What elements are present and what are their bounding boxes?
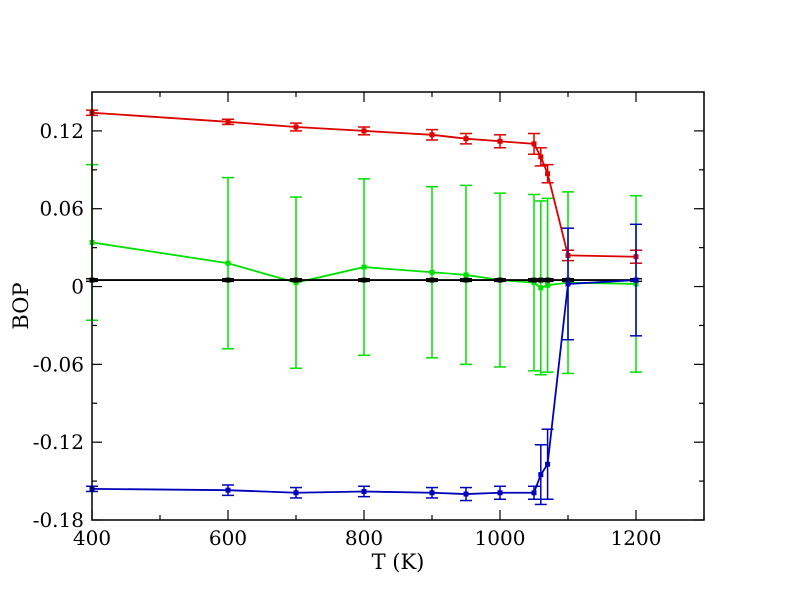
data-point — [633, 277, 639, 283]
x-tick-label: 800 — [345, 526, 383, 550]
data-point — [538, 285, 544, 291]
series-line — [91, 279, 637, 495]
x-tick-label: 600 — [209, 526, 247, 550]
data-point — [463, 272, 469, 278]
data-point — [293, 490, 299, 496]
y-tick-label: -0.12 — [33, 430, 84, 454]
series-2 — [86, 109, 642, 264]
data-point — [463, 277, 469, 283]
data-point — [293, 280, 299, 286]
data-point — [545, 461, 551, 467]
data-point — [538, 277, 544, 283]
y-tick-label: -0.06 — [33, 352, 84, 376]
data-point — [225, 487, 231, 493]
data-point — [225, 277, 231, 283]
data-point — [361, 128, 367, 134]
data-point — [429, 277, 435, 283]
data-point — [361, 277, 367, 283]
data-point — [531, 490, 537, 496]
data-point — [463, 491, 469, 497]
data-point — [361, 488, 367, 494]
data-point — [429, 269, 435, 275]
data-point — [429, 490, 435, 496]
data-point — [225, 260, 231, 266]
x-tick-label: 1200 — [611, 526, 662, 550]
data-point — [531, 280, 537, 286]
data-point — [497, 277, 503, 283]
data-point — [429, 132, 435, 138]
data-point — [538, 472, 544, 478]
data-point — [497, 490, 503, 496]
data-point — [293, 124, 299, 130]
plot-frame — [91, 91, 705, 521]
data-point — [565, 281, 571, 287]
data-point — [463, 136, 469, 142]
x-tick-label: 1000 — [475, 526, 526, 550]
series-0 — [86, 163, 642, 376]
x-axis-title: T (K) — [372, 550, 425, 574]
series-layer — [86, 109, 642, 506]
series-line — [91, 111, 637, 258]
data-point — [538, 154, 544, 160]
data-point — [225, 119, 231, 125]
x-tick-label: 400 — [73, 526, 111, 550]
y-tick-label: 0.06 — [39, 197, 84, 221]
y-axis-title: BOP — [9, 282, 33, 329]
data-point — [497, 138, 503, 144]
y-tick-label: -0.18 — [33, 508, 84, 532]
series-1 — [86, 277, 642, 283]
data-point — [545, 171, 551, 177]
y-tick-label: 0.12 — [39, 119, 84, 143]
data-point — [545, 282, 551, 288]
data-point — [545, 277, 551, 283]
data-point — [531, 277, 537, 283]
data-point — [361, 264, 367, 270]
y-tick-label: 0 — [71, 275, 84, 299]
data-point — [293, 277, 299, 283]
data-point — [531, 141, 537, 147]
tick-layer: 400 600 800 1000 1200 -0.18 -0.12 -0.06 0 0.06 0.1… — [33, 92, 705, 550]
